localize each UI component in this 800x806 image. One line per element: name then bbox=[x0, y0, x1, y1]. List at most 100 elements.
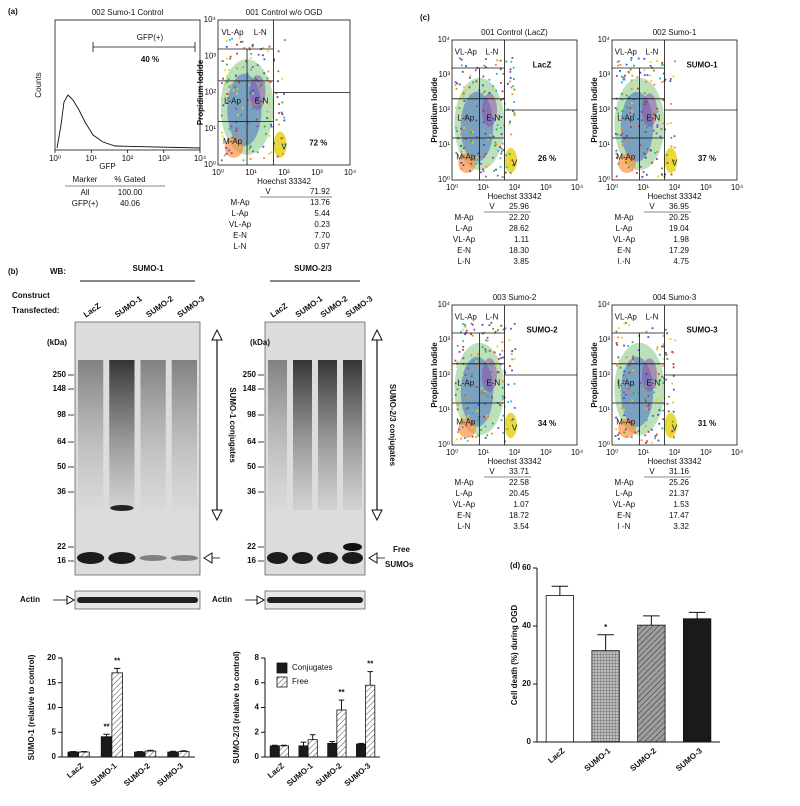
cloud-dot bbox=[471, 334, 474, 337]
cloud-dot bbox=[471, 323, 474, 326]
cloud bbox=[482, 93, 497, 127]
gate-label: M-Ap bbox=[223, 137, 243, 146]
cloud-dot bbox=[462, 92, 465, 95]
cloud-dot bbox=[463, 100, 466, 102]
table-cell: L-Ap bbox=[456, 224, 473, 233]
cloud-dot bbox=[649, 74, 652, 77]
bar bbox=[298, 745, 309, 758]
cloud-dot bbox=[632, 369, 635, 372]
cloud-dot bbox=[482, 170, 485, 173]
x-tick-label: 10² bbox=[278, 168, 290, 177]
cloud-dot bbox=[476, 156, 479, 159]
cloud-dot bbox=[625, 158, 628, 161]
cloud-dot bbox=[238, 81, 240, 84]
y-tick-label: 10⁰ bbox=[598, 440, 610, 449]
plot-title: 001 Control (LacZ) bbox=[481, 28, 548, 37]
gate-label: VL-Ap bbox=[455, 313, 478, 322]
cloud-dot bbox=[672, 374, 675, 377]
cloud-dot bbox=[644, 400, 647, 403]
cloud-dot bbox=[659, 77, 661, 80]
cloud-dot bbox=[478, 365, 480, 368]
cloud-dot bbox=[617, 112, 620, 115]
table-cell: 17.47 bbox=[669, 511, 690, 520]
cloud-dot bbox=[464, 115, 467, 118]
cloud-dot bbox=[630, 87, 633, 90]
gate-label: E-N bbox=[486, 114, 500, 123]
cloud-dot bbox=[657, 175, 659, 178]
cloud-dot bbox=[456, 365, 459, 368]
cloud-dot bbox=[491, 87, 494, 90]
table-cell: 100.00 bbox=[118, 188, 143, 197]
y-tick-label: 0 bbox=[255, 752, 260, 761]
cloud-dot bbox=[512, 85, 515, 87]
table-cell: E-N bbox=[457, 246, 471, 255]
cloud-dot bbox=[471, 435, 474, 438]
table-cell: E-N bbox=[457, 511, 471, 520]
cloud-dot bbox=[510, 327, 512, 330]
cloud-dot bbox=[495, 72, 498, 75]
gate-label: M-Ap bbox=[616, 153, 636, 162]
bar-hatch bbox=[78, 752, 90, 757]
lane-smear bbox=[140, 360, 166, 510]
cloud-dot bbox=[621, 81, 623, 84]
cloud-dot bbox=[230, 152, 233, 154]
cloud-dot bbox=[251, 107, 254, 110]
cloud-dot bbox=[616, 343, 618, 346]
cloud-dot bbox=[647, 408, 650, 410]
x-tick-label: 10² bbox=[509, 448, 521, 457]
y-tick-label: 10² bbox=[438, 370, 450, 379]
cloud-dot bbox=[249, 56, 252, 59]
cloud-dot bbox=[252, 92, 254, 95]
cloud-dot bbox=[628, 324, 631, 326]
cloud-dot bbox=[649, 393, 652, 396]
cloud-dot bbox=[504, 327, 507, 330]
y-tick-label: 10⁴ bbox=[598, 35, 611, 44]
cloud-dot bbox=[621, 127, 624, 129]
table-cell: 18.30 bbox=[509, 246, 530, 255]
cloud-dot bbox=[262, 145, 265, 148]
construct-label: Construct bbox=[12, 291, 50, 300]
cloud-dot bbox=[484, 152, 487, 155]
cloud-dot bbox=[470, 354, 473, 357]
cloud-dot bbox=[661, 98, 664, 101]
cloud-dot bbox=[266, 110, 269, 113]
cloud-dot bbox=[627, 166, 630, 169]
cloud-dot bbox=[672, 366, 675, 369]
cloud-dot bbox=[495, 365, 497, 367]
cloud-dot bbox=[455, 438, 458, 441]
cloud-dot bbox=[650, 116, 653, 119]
cloud-dot bbox=[672, 410, 675, 413]
cloud-dot bbox=[236, 67, 239, 70]
cloud-dot bbox=[662, 345, 665, 348]
cloud-dot bbox=[512, 110, 514, 112]
cloud-dot bbox=[475, 435, 478, 438]
cloud-dot bbox=[498, 116, 501, 118]
table-cell: 3.54 bbox=[513, 522, 529, 531]
cloud-dot bbox=[483, 90, 486, 93]
cloud-dot bbox=[475, 410, 477, 413]
cloud-dot bbox=[281, 113, 284, 116]
cloud-dot bbox=[464, 408, 467, 411]
table-cell: 3.32 bbox=[673, 522, 689, 531]
band bbox=[108, 552, 136, 564]
cloud-dot bbox=[670, 145, 673, 148]
cloud-dot bbox=[462, 147, 465, 150]
y-axis-label: SUMO-1 (relative to control) bbox=[27, 654, 36, 760]
cloud-dot bbox=[625, 159, 628, 162]
x-tick-label: 10⁴ bbox=[731, 448, 744, 457]
table-header: Marker bbox=[73, 175, 98, 184]
cloud-dot bbox=[506, 82, 509, 85]
cloud-dot bbox=[621, 144, 624, 147]
cloud-dot bbox=[674, 169, 676, 172]
table-cell: 71.92 bbox=[310, 187, 331, 196]
cloud-dot bbox=[654, 386, 657, 389]
cloud-dot bbox=[475, 80, 478, 83]
lane-smear bbox=[343, 360, 362, 510]
cloud-dot bbox=[500, 81, 502, 84]
cloud-dot bbox=[504, 396, 506, 399]
cloud-dot bbox=[495, 89, 498, 92]
x-tick-label: 10³ bbox=[700, 183, 712, 192]
cloud-dot bbox=[473, 156, 476, 159]
cloud-dot bbox=[456, 82, 458, 85]
cloud-dot bbox=[647, 395, 650, 398]
